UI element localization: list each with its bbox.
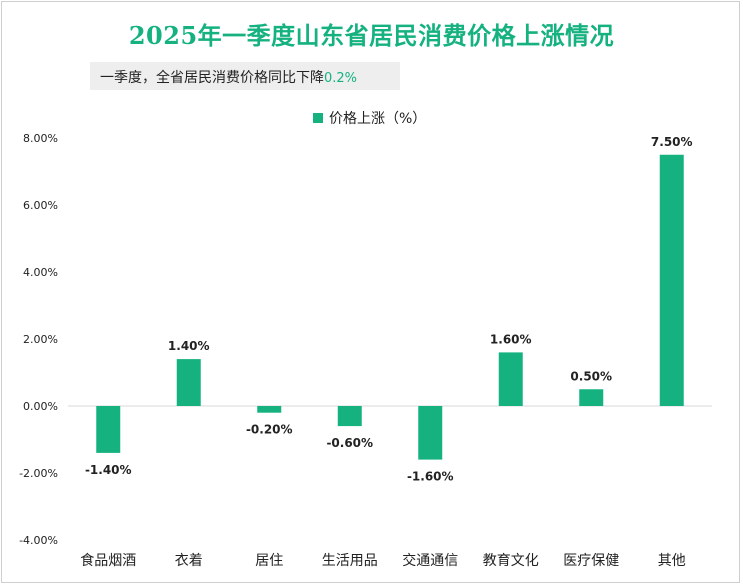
subtitle-text: 一季度，全省居民消费价格同比下降 [100, 70, 324, 86]
y-tick-label: 2.00% [23, 333, 58, 346]
x-tick-label: 其他 [658, 553, 686, 569]
data-label: -0.20% [246, 423, 293, 437]
legend-label: 价格上涨（%） [329, 111, 427, 127]
legend-swatch [313, 113, 323, 123]
y-tick-label: -2.00% [19, 467, 58, 480]
subtitle-value: 0.2% [324, 71, 358, 86]
x-tick-label: 教育文化 [483, 553, 539, 569]
bar [337, 406, 362, 427]
bar [96, 406, 121, 453]
bar [176, 359, 201, 406]
x-tick-label: 医疗保健 [563, 553, 619, 569]
subtitle-box [90, 62, 400, 90]
y-tick-label: -4.00% [19, 534, 58, 547]
x-tick-label: 生活用品 [322, 553, 378, 569]
y-tick-label: 8.00% [23, 132, 58, 145]
data-label: 7.50% [651, 135, 693, 149]
x-tick-label: 食品烟酒 [80, 552, 136, 569]
data-label: -0.60% [326, 436, 373, 450]
data-label: -1.40% [85, 463, 132, 477]
y-tick-label: 0.00% [23, 400, 58, 413]
bar [418, 406, 443, 460]
data-label: 1.60% [490, 332, 532, 346]
x-tick-label: 交通通信 [402, 552, 458, 569]
chart-legend: 价格上涨（%） [313, 108, 426, 128]
chart-title: 2025年一季度山东省居民消费价格上涨情况 [128, 21, 615, 50]
x-tick-label: 居住 [255, 553, 283, 569]
chart-subtitle: 一季度，全省居民消费价格同比下降0.2% [100, 67, 357, 87]
bar [579, 389, 604, 406]
bar [498, 352, 523, 406]
y-tick-label: 6.00% [23, 199, 58, 212]
y-tick-label: 4.00% [23, 266, 58, 279]
bar [257, 406, 282, 413]
data-label: 1.40% [168, 339, 210, 353]
bar [659, 154, 684, 406]
data-label: 0.50% [570, 369, 612, 383]
x-tick-label: 衣着 [175, 553, 203, 569]
data-label: -1.60% [407, 470, 454, 484]
